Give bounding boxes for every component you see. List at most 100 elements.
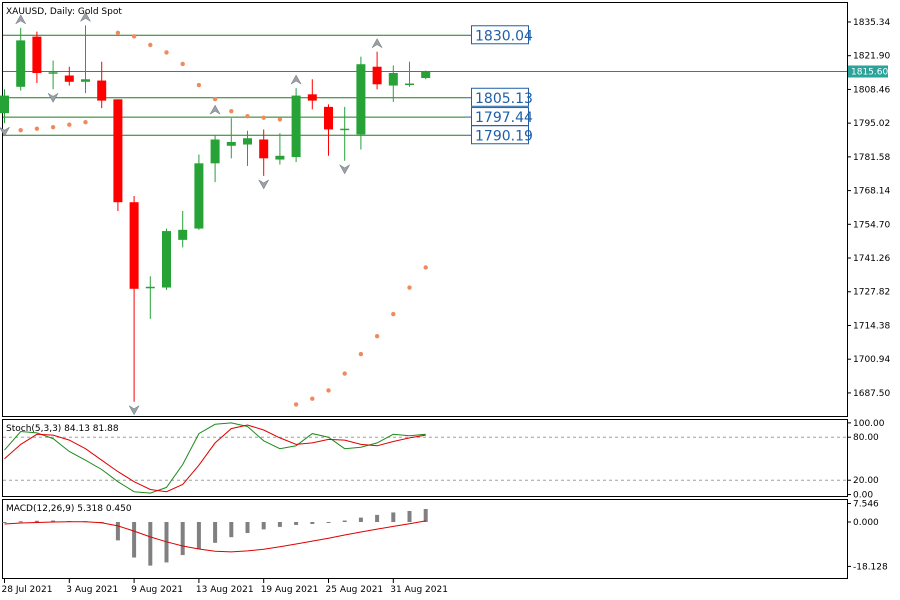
candle-body <box>0 95 9 114</box>
sar-dot <box>374 334 380 339</box>
macd-histogram-bar <box>2 522 7 523</box>
candle <box>64 66 74 86</box>
candle <box>178 211 188 248</box>
sar-dot <box>358 351 364 357</box>
sar-dot <box>115 30 121 36</box>
time-tick-label: 9 Aug 2021 <box>131 585 183 595</box>
level-label-box <box>471 87 529 107</box>
level-label: 1790.19 <box>475 128 533 144</box>
sar-dot <box>407 285 412 290</box>
candle-body <box>97 80 107 101</box>
macd-histogram-bar <box>213 522 218 543</box>
stochastic-pane[interactable] <box>3 422 847 494</box>
sar-dot <box>180 61 185 67</box>
stoch-tick-label: 80.00 <box>853 433 879 443</box>
current-price-label: 1815.60 <box>851 67 888 77</box>
candle-body <box>178 229 188 240</box>
candle <box>210 135 220 183</box>
fractal-up-icon <box>209 104 221 115</box>
macd-tick-label: 7.546 <box>853 500 879 510</box>
candle <box>81 25 90 94</box>
macd-histogram-bar <box>277 522 282 527</box>
stoch-label: Stoch(5,3,3) 84.13 81.88 <box>6 424 119 434</box>
sar-dot <box>83 119 88 125</box>
stoch-main-line <box>4 422 426 494</box>
price-tick-label: 1754.70 <box>853 220 890 230</box>
candle <box>16 27 26 91</box>
macd-histogram-bar <box>423 509 428 522</box>
candle-body <box>291 95 301 158</box>
macd-histogram-bar <box>18 521 23 523</box>
fractal-down-icon <box>339 164 351 175</box>
level-label: 1797.44 <box>475 110 533 126</box>
candle-body <box>421 71 431 79</box>
time-tick-label: 19 Aug 2021 <box>261 585 319 595</box>
candle <box>113 99 123 212</box>
macd-histogram-bar <box>115 522 120 541</box>
price-axis: 1835.34 1821.90 1808.46 1795.02 1781.58 1768.… <box>847 18 890 572</box>
stoch-tick-label: 100.00 <box>853 419 885 429</box>
price-tick-label: 1768.14 <box>853 187 890 197</box>
candle-body <box>275 155 285 160</box>
macd-histogram-bar <box>310 522 315 524</box>
price-tick-label: 1835.34 <box>853 18 890 28</box>
level-label: 1830.04 <box>475 28 533 44</box>
macd-pane[interactable] <box>2 509 428 566</box>
price-tick-label: 1741.26 <box>853 254 890 264</box>
sar-dot <box>50 125 56 130</box>
sar-dot <box>148 42 153 48</box>
price-tick-label: 1808.46 <box>853 85 890 95</box>
sar-dot <box>277 117 283 122</box>
sar-dot <box>212 96 218 102</box>
candle-body <box>210 139 220 164</box>
candle-body <box>129 202 139 289</box>
candle <box>324 104 333 156</box>
macd-histogram-bar <box>261 522 266 530</box>
macd-histogram-bar <box>229 522 234 538</box>
stoch-signal-line <box>4 424 426 493</box>
sar-dot <box>293 402 299 407</box>
price-tick-label: 1821.90 <box>853 52 890 62</box>
sar-dot <box>245 113 250 119</box>
time-tick-label: 28 Jul 2021 <box>2 585 53 595</box>
candle-body <box>356 64 366 135</box>
sar-dot <box>261 115 266 120</box>
fractal-up-icon <box>290 74 302 85</box>
candle-body <box>372 66 382 85</box>
price-tick-label: 1795.02 <box>853 119 890 129</box>
macd-histogram-bar <box>34 520 39 522</box>
macd-histogram-bar <box>407 510 412 522</box>
price-tick-label: 1714.38 <box>853 321 890 331</box>
macd-histogram-bar <box>148 522 153 566</box>
candle <box>421 70 431 80</box>
stoch-tick-label: 20.00 <box>853 476 879 486</box>
macd-histogram-bar <box>294 522 299 525</box>
candle <box>0 89 9 124</box>
candle <box>405 61 414 87</box>
candle <box>259 129 269 176</box>
candle-body <box>16 40 26 87</box>
time-axis: 28 Jul 2021 3 Aug 2021 9 Aug 2021 13 Aug 20… <box>2 579 448 595</box>
level-label: 1805.13 <box>475 91 533 107</box>
sar-dot <box>34 126 40 131</box>
fractal-up-icon <box>15 14 27 25</box>
candle <box>145 276 155 319</box>
price-pane[interactable]: 1830.04 1805.13 1797.44 1790.19 <box>0 11 847 416</box>
macd-histogram-bar <box>51 520 56 522</box>
candle <box>291 88 301 163</box>
candle-body <box>259 139 269 159</box>
sar-dot <box>164 50 169 55</box>
price-tick-label: 1781.58 <box>853 153 890 163</box>
time-tick-label: 13 Aug 2021 <box>196 585 254 595</box>
level-label-box <box>471 125 529 145</box>
macd-tick-label: 0.000 <box>853 518 879 528</box>
candle-body <box>81 79 90 82</box>
sar-dot <box>310 396 315 401</box>
current-price-tag <box>848 65 888 78</box>
sar-dot <box>131 34 137 39</box>
price-tick-label: 1727.82 <box>853 288 890 298</box>
chart-title: XAUUSD, Daily: Gold Spot <box>6 7 122 17</box>
fractal-down-icon <box>128 405 140 416</box>
